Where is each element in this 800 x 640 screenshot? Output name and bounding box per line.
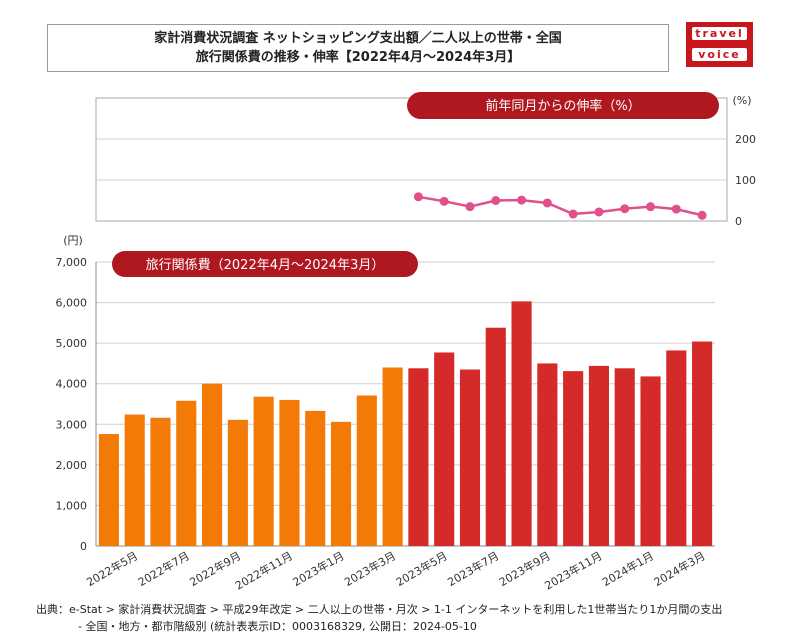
bar-title-pill [112, 251, 418, 277]
bar-ytick-label: 1,000 [56, 499, 88, 512]
source-line1: 出典：e-Stat > 家計消費状況調査 > 平成29年改定 > 二人以上の世帯… [36, 603, 723, 616]
chart-title-line1: 家計消費状況調査 ネットショッピング支出額／二人以上の世帯・全国 [154, 31, 562, 46]
bar [330, 421, 352, 546]
growth-point [646, 202, 656, 212]
growth-point [697, 210, 707, 220]
bar [253, 396, 274, 546]
bar [408, 368, 429, 546]
bar-xtick-label: 2022年5月 [84, 548, 140, 589]
bar-ytick-label: 6,000 [56, 297, 88, 310]
logo-word-travel: travel [692, 27, 747, 40]
bar [305, 410, 326, 546]
bar [279, 399, 300, 546]
chart-canvas: 0 1,000 2,000 3,000 4,000 5,000 6,000 7,000 (円) 2… [56, 92, 756, 593]
bar-ytick-label: 0 [80, 540, 87, 553]
bar-xtick-label: 2023年5月 [393, 548, 449, 589]
travelvoice-logo: travel voice [686, 22, 753, 67]
bar-ytick-label: 7,000 [56, 256, 88, 269]
bar-unit-label: (円) [63, 234, 83, 247]
bar [150, 417, 171, 546]
bar [614, 368, 635, 546]
chart-title-box: 家計消費状況調査 ネットショッピング支出額／二人以上の世帯・全国 旅行関係費の推… [47, 24, 669, 72]
bar-xtick-label: 2023年1月 [290, 548, 346, 589]
bar [485, 327, 506, 546]
chart-title-line2: 旅行関係費の推移・伸率【2022年4月～2024年3月】 [195, 50, 521, 65]
bar-xtick-label: 2023年11月 [542, 548, 604, 592]
line-unit-label: (%) [732, 94, 751, 107]
bar [666, 350, 687, 546]
bar [537, 363, 558, 546]
line-title-pill [407, 92, 719, 119]
bar-xtick-label: 2023年7月 [445, 548, 501, 589]
bar-ytick-label: 2,000 [56, 459, 88, 472]
bar [382, 367, 403, 546]
bar [202, 383, 223, 546]
bar [98, 434, 119, 546]
source-line2: - 全国・地方・都市階級別 (統計表表示ID：0003168329, 公開日：2… [78, 620, 477, 633]
growth-point [517, 195, 527, 205]
bar [640, 376, 661, 546]
growth-point [542, 198, 552, 208]
bar [434, 352, 455, 546]
source-note: 出典：e-Stat > 家計消費状況調査 > 平成29年改定 > 二人以上の世帯… [36, 601, 722, 635]
bar-xtick-label: 2024年3月 [651, 548, 707, 589]
growth-point [671, 204, 681, 214]
line-title-text: 前年同月からの伸率（%） [485, 98, 640, 114]
bar-xtick-label: 2023年3月 [342, 548, 398, 589]
bar [176, 400, 197, 546]
growth-point [413, 192, 423, 202]
bar-xtick-label: 2022年7月 [135, 548, 191, 589]
bar-ytick-label: 3,000 [56, 418, 88, 431]
growth-point [491, 196, 501, 205]
logo-word-voice: voice [692, 48, 747, 61]
bar [124, 414, 145, 546]
bar [692, 341, 713, 546]
growth-point [620, 204, 630, 214]
bar [588, 365, 609, 546]
line-ytick-label: 100 [735, 174, 756, 187]
growth-point [465, 202, 475, 212]
line-ytick-label: 200 [735, 133, 756, 146]
growth-point [439, 196, 449, 206]
line-ytick-label: 0 [735, 215, 742, 228]
bar-xtick-label: 2024年1月 [600, 548, 656, 589]
bar-ytick-label: 5,000 [56, 337, 88, 350]
bar [227, 419, 248, 546]
growth-point [594, 207, 604, 217]
bar-ytick-label: 4,000 [56, 378, 88, 391]
bar [356, 395, 377, 546]
bar-xtick-label: 2022年11月 [233, 548, 295, 592]
bar [511, 301, 532, 546]
bar [459, 369, 481, 546]
bar [563, 371, 584, 546]
bar-title-text: 旅行関係費（2022年4月～2024年3月） [146, 258, 385, 273]
growth-point [568, 209, 578, 219]
